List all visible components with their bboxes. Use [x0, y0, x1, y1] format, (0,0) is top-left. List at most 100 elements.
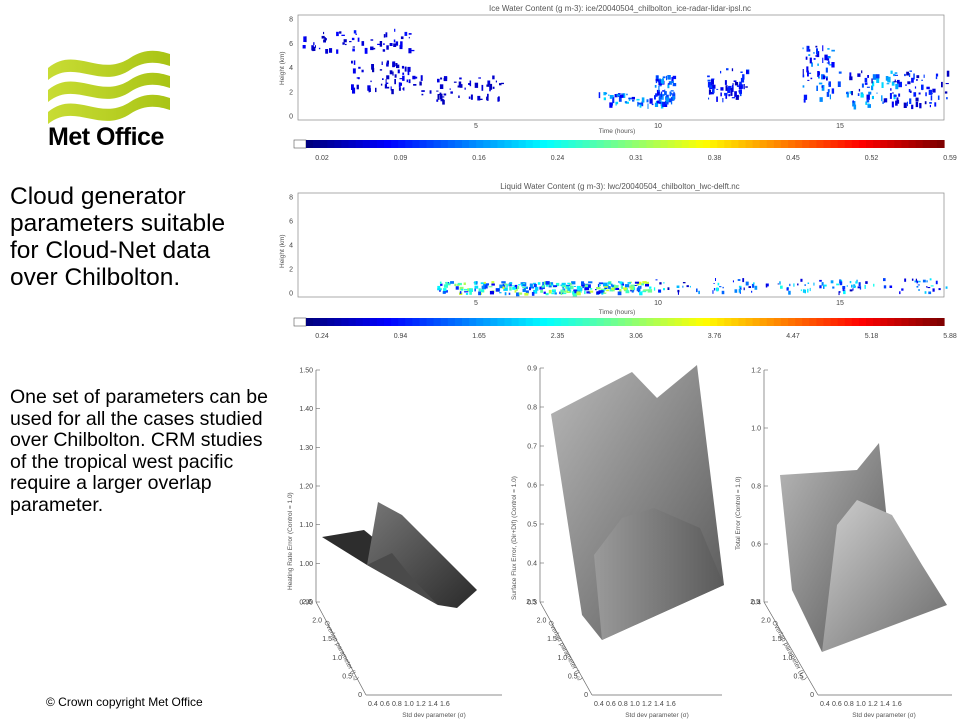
panel-title: Ice Water Content (g m-3): ice/20040504_… — [489, 4, 751, 13]
colorbar-cell — [327, 318, 335, 326]
liquid-water-mark — [922, 279, 926, 283]
liquid-water-mark — [734, 289, 738, 293]
colorbar-cell — [702, 318, 711, 326]
liquid-water-mark — [624, 284, 630, 288]
colorbar-cell — [929, 140, 938, 148]
ice-water-mark — [603, 97, 606, 101]
ice-water-mark — [386, 45, 389, 50]
liquid-water-mark — [535, 286, 539, 291]
liquid-water-mark — [562, 288, 566, 291]
ice-water-mark — [626, 93, 628, 96]
liquid-water-mark — [839, 279, 842, 284]
colorbar-cell — [710, 140, 718, 148]
ice-water-mark — [379, 69, 383, 71]
colorbar-cell — [901, 140, 910, 148]
ice-water-mark — [852, 101, 856, 107]
ice-water-mark — [866, 94, 870, 100]
ice-water-mark — [392, 71, 394, 76]
liquid-water-mark — [924, 291, 927, 294]
liquid-water-mark — [491, 283, 495, 286]
ice-water-mark — [827, 89, 830, 93]
ice-water-mark — [351, 60, 353, 64]
liquid-water-mark — [917, 284, 920, 286]
ice-water-mark — [831, 88, 835, 94]
colorbar-cell — [880, 318, 888, 326]
colorbar-cell — [880, 140, 888, 148]
liquid-water-mark — [800, 278, 803, 282]
ice-water-mark — [720, 70, 722, 74]
ice-water-mark — [831, 49, 835, 52]
liquid-water-mark — [548, 285, 552, 288]
logo-wave — [48, 50, 170, 80]
liquid-water-mark — [481, 285, 486, 290]
y-tick-label: 8 — [289, 195, 293, 202]
colorbar-cell — [383, 318, 392, 326]
y-tick-label: 1.0 — [557, 655, 567, 662]
liquid-water-mark — [478, 288, 481, 292]
ice-water-mark — [351, 87, 354, 90]
ice-water-mark — [450, 91, 453, 94]
ice-water-mark — [726, 68, 729, 71]
liquid-water-mark — [501, 281, 506, 284]
ice-water-mark — [731, 84, 734, 90]
ice-water-mark — [819, 97, 823, 102]
liquid-water-mark — [800, 289, 802, 292]
colorbar-cell — [816, 318, 825, 326]
colorbar-cell — [306, 140, 314, 148]
z-tick-label: 1.20 — [299, 484, 313, 491]
liquid-water-mark — [602, 292, 607, 294]
ice-water-mark — [664, 91, 667, 96]
liquid-water-mark — [459, 286, 464, 291]
liquid-water-mark — [573, 289, 578, 293]
ice-water-mark — [647, 103, 649, 109]
liquid-water-mark — [588, 281, 593, 284]
colorbar-cell — [936, 140, 945, 148]
x-tick-label: 0.4 — [594, 701, 604, 708]
ice-water-mark — [722, 98, 724, 103]
ice-water-mark — [442, 96, 445, 98]
liquid-water-mark — [573, 286, 576, 287]
colorbar-cell — [504, 140, 513, 148]
liquid-water-mark — [698, 290, 700, 295]
ice-water-mark — [440, 93, 443, 100]
ice-water-mark — [712, 88, 715, 94]
panel-title: Liquid Water Content (g m-3): lwc/200405… — [500, 182, 739, 191]
colorbar-empty-cell — [293, 139, 307, 149]
ice-water-mark — [857, 73, 861, 77]
liquid-water-mark — [663, 288, 665, 291]
ice-water-mark — [486, 96, 488, 101]
ice-water-mark — [662, 94, 664, 100]
liquid-water-mark — [856, 279, 858, 283]
ice-water-mark — [741, 84, 744, 89]
liquid-water-mark — [489, 290, 494, 295]
liquid-water-mark — [855, 281, 858, 284]
liquid-water-mark — [738, 288, 741, 293]
ice-water-mark — [876, 92, 878, 94]
liquid-water-mark — [601, 290, 605, 294]
ice-water-mark — [329, 48, 333, 53]
ice-water-mark — [421, 90, 425, 92]
ice-water-mark — [385, 79, 387, 85]
ice-water-mark — [668, 81, 672, 85]
colorbar-cell — [348, 318, 357, 326]
ice-water-mark — [382, 49, 386, 52]
ice-water-mark — [669, 98, 673, 101]
z-tick-label: 0.6 — [527, 483, 537, 490]
ice-water-mark — [876, 77, 880, 83]
y-tick-label: 0 — [289, 114, 293, 121]
liquid-water-mark — [901, 288, 904, 291]
colorbar-cell — [922, 140, 931, 148]
ice-water-mark — [641, 101, 644, 107]
colorbar-cell — [702, 140, 711, 148]
ice-water-mark — [894, 79, 896, 82]
liquid-water-mark — [587, 284, 591, 288]
ice-water-mark — [730, 91, 733, 96]
colorbar-tick-label: 0.94 — [394, 333, 408, 340]
colorbar-cell — [532, 140, 541, 148]
y-axis-label: Overlap parameter (L₀) — [322, 620, 359, 682]
ice-water-mark — [468, 83, 471, 85]
ice-water-mark — [671, 77, 674, 83]
ice-water-mark — [437, 78, 440, 83]
liquid-water-mark — [639, 291, 643, 296]
ice-water-mark — [934, 102, 937, 107]
